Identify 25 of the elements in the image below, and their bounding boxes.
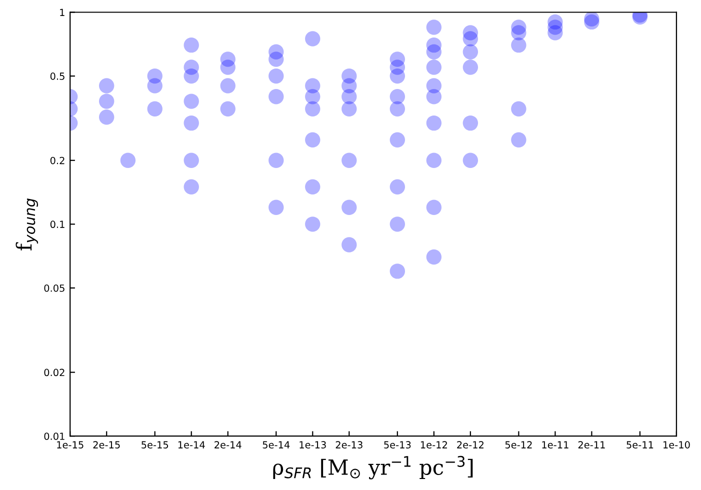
x-tick-label: 2e-13 [336, 441, 362, 448]
x-tick-label: 1e-10 [664, 441, 690, 448]
y-axis-title: f$_{young}$ [16, 198, 38, 250]
y-tick-label: 0.01 [44, 432, 64, 440]
y-tick-label: 0.2 [50, 156, 64, 164]
y-tick-label: 0.1 [50, 220, 64, 228]
x-tick-label: 1e-15 [57, 441, 84, 448]
x-tick-label: 1e-13 [300, 441, 326, 448]
x-tick-label: 2e-14 [214, 441, 242, 448]
x-tick-label: 2e-15 [93, 441, 120, 448]
x-tick-label: 1e-11 [542, 441, 568, 448]
x-tick-label: 2e-12 [457, 441, 484, 448]
y-tick-label: 0.5 [50, 72, 64, 80]
y-tick-label: 0.05 [44, 284, 64, 292]
x-tick-label: 5e-15 [142, 441, 168, 448]
y-tick-label: 0.02 [44, 368, 64, 376]
x-tick-label: 5e-14 [262, 441, 290, 448]
y-tick-label: 1 [60, 8, 64, 16]
x-tick-label: 1e-12 [420, 441, 447, 448]
x-tick-label: 5e-11 [626, 441, 654, 448]
text: ρ$_{SFR}$ [M$_{⊙}$ yr$^{−1}$ pc$^{−3}$] [273, 456, 473, 480]
x-tick-label: 5e-13 [384, 441, 411, 448]
x-tick-label: 1e-14 [178, 441, 205, 448]
x-tick-label: 2e-11 [578, 441, 605, 448]
x-tick-label: 5e-12 [505, 441, 532, 448]
